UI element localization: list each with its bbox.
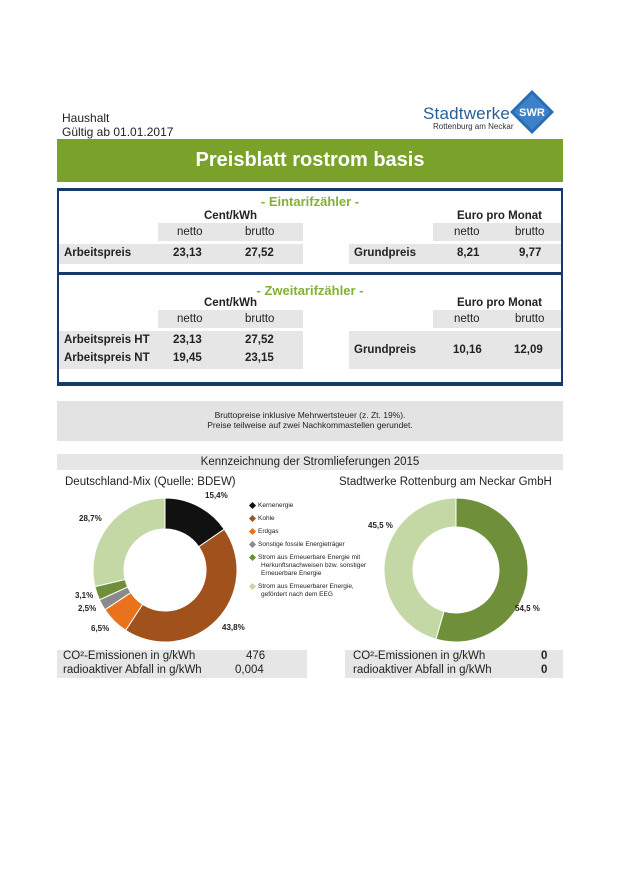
note-line-2: Preise teilweise auf zwei Nachkommastell… bbox=[207, 420, 413, 430]
row-bg bbox=[349, 331, 561, 369]
header-cell bbox=[433, 310, 561, 328]
row-bg bbox=[59, 244, 303, 264]
col-netto: netto bbox=[454, 226, 480, 238]
co2-label-left: CO²-Emissionen in g/kWh bbox=[63, 650, 196, 662]
divider bbox=[57, 188, 563, 191]
arbeitspreis-nt-label: Arbeitspreis NT bbox=[64, 352, 150, 364]
pct-label-eeg: 45,5 % bbox=[368, 521, 393, 530]
price-note: Bruttopreise inklusive Mehrwertsteuer (z… bbox=[57, 401, 563, 441]
pct-label-ee-herkunft: 3,1% bbox=[75, 591, 94, 600]
legend-swatch bbox=[248, 540, 257, 548]
zweitarif-section: - Zweitarifzähler - Cent/kWh Euro pro Mo… bbox=[57, 275, 563, 382]
unit-euro-monat: Euro pro Monat bbox=[457, 297, 542, 309]
legend-label: Kernenergie bbox=[258, 502, 294, 509]
legend-swatch bbox=[248, 553, 257, 561]
note-line-1: Bruttopreise inklusive Mehrwertsteuer (z… bbox=[214, 410, 406, 420]
legend-item: Kohle bbox=[248, 514, 370, 523]
waste-label-left: radioaktiver Abfall in g/kWh bbox=[63, 664, 202, 676]
grundpreis-brutto: 9,77 bbox=[519, 247, 542, 259]
donut-chart-right bbox=[383, 497, 529, 643]
donut-slice-1 bbox=[383, 497, 457, 640]
unit-cent-kwh: Cent/kWh bbox=[204, 297, 258, 309]
divider bbox=[57, 272, 563, 275]
chart-title-left: Deutschland-Mix (Quelle: BDEW) bbox=[65, 476, 236, 488]
arbeitspreis-brutto: 27,52 bbox=[245, 247, 274, 259]
valid-from-label: Gültig ab 01.01.2017 bbox=[62, 125, 174, 139]
legend-item: Erdgas bbox=[248, 527, 370, 536]
row-bg bbox=[349, 244, 561, 264]
arbeitspreis-ht-brutto: 27,52 bbox=[245, 334, 274, 346]
co2-value-right: 0 bbox=[541, 650, 548, 662]
emissions-left-bg bbox=[57, 650, 307, 678]
chart-title-right: Stadtwerke Rottenburg am Neckar GmbH bbox=[339, 476, 552, 488]
legend-item: Strom aus Erneuerbarer Energie, geförder… bbox=[248, 582, 370, 599]
section-title-zweitarif: - Zweitarifzähler - bbox=[256, 283, 364, 298]
legend-label: Erdgas bbox=[258, 528, 279, 535]
col-netto: netto bbox=[177, 313, 203, 325]
legend-item: Sonstige fossile Energieträger bbox=[248, 540, 370, 549]
unit-euro-monat: Euro pro Monat bbox=[457, 210, 542, 222]
donut-slice-1 bbox=[124, 528, 238, 643]
customer-type: Haushalt Gültig ab 01.01.2017 bbox=[62, 111, 173, 139]
donut-slice-5 bbox=[92, 497, 166, 588]
eintarif-section: - Eintarifzähler - Cent/kWh Euro pro Mon… bbox=[57, 191, 563, 272]
emissions-right-bg bbox=[345, 650, 563, 678]
logo-name: Stadtwerke bbox=[423, 104, 511, 123]
header-cell bbox=[158, 310, 303, 328]
grundpreis-label: Grundpreis bbox=[354, 247, 416, 259]
waste-value-right: 0 bbox=[541, 664, 548, 676]
col-brutto: brutto bbox=[245, 313, 275, 325]
legend-label: Kohle bbox=[258, 515, 275, 522]
legend-swatch bbox=[248, 514, 257, 522]
legend-swatch bbox=[248, 582, 257, 590]
grundpreis-netto: 8,21 bbox=[457, 247, 480, 259]
divider bbox=[57, 382, 563, 386]
swr-logo-icon: SWR bbox=[510, 90, 554, 134]
unit-cent-kwh: Cent/kWh bbox=[204, 210, 258, 222]
legend-swatch bbox=[248, 501, 257, 509]
waste-label-right: radioaktiver Abfall in g/kWh bbox=[353, 664, 492, 676]
col-brutto: brutto bbox=[515, 226, 545, 238]
pct-label-kernenergie: 15,4% bbox=[205, 491, 228, 500]
pct-label-erdgas: 6,5% bbox=[91, 624, 110, 633]
col-netto: netto bbox=[177, 226, 203, 238]
grundpreis-brutto: 12,09 bbox=[514, 344, 543, 356]
header-cell bbox=[158, 223, 303, 241]
arbeitspreis-ht-netto: 23,13 bbox=[173, 334, 202, 346]
header-cell bbox=[433, 223, 561, 241]
legend-item: Strom aus Erneuerbare Energie mit Herkun… bbox=[248, 553, 370, 578]
legend-swatch bbox=[248, 527, 257, 535]
pct-label-eeg: 28,7% bbox=[79, 514, 102, 523]
legend-label: Strom aus Erneuerbarer Energie, geförder… bbox=[258, 583, 354, 598]
arbeitspreis-label: Arbeitspreis bbox=[64, 247, 132, 259]
legend-item: Kernenergie bbox=[248, 501, 370, 510]
col-brutto: brutto bbox=[245, 226, 275, 238]
co2-label-right: CO²-Emissionen in g/kWh bbox=[353, 650, 486, 662]
logo-subtitle: Rottenburg am Neckar bbox=[433, 122, 514, 131]
pct-label-kohle: 43,8% bbox=[222, 623, 245, 632]
co2-value-left: 476 bbox=[246, 650, 266, 662]
col-brutto: brutto bbox=[515, 313, 545, 325]
logo-mark: SWR bbox=[519, 107, 545, 119]
row-bg bbox=[59, 331, 303, 369]
pct-label-ee-herkunft: 54,5 % bbox=[515, 604, 540, 613]
customer-type-label: Haushalt bbox=[62, 111, 110, 125]
donut-slice-0 bbox=[435, 497, 529, 643]
arbeitspreis-nt-brutto: 23,15 bbox=[245, 352, 274, 364]
waste-value-left: 0,004 bbox=[235, 664, 264, 676]
pct-label-sonstige-fossile: 2,5% bbox=[78, 604, 97, 613]
kennzeichnung-title: Kennzeichnung der Stromlieferungen 2015 bbox=[57, 454, 563, 470]
arbeitspreis-ht-label: Arbeitspreis HT bbox=[64, 334, 150, 346]
grundpreis-netto: 10,16 bbox=[453, 344, 482, 356]
col-netto: netto bbox=[454, 313, 480, 325]
chart-legend: Kernenergie Kohle Erdgas Sonstige fossil… bbox=[248, 501, 370, 599]
donut-chart-left bbox=[92, 497, 238, 643]
grundpreis-label: Grundpreis bbox=[354, 344, 416, 356]
arbeitspreis-netto: 23,13 bbox=[173, 247, 202, 259]
legend-label: Sonstige fossile Energieträger bbox=[258, 541, 345, 548]
arbeitspreis-nt-netto: 19,45 bbox=[173, 352, 202, 364]
section-title-eintarif: - Eintarifzähler - bbox=[260, 194, 360, 209]
legend-label: Strom aus Erneuerbare Energie mit Herkun… bbox=[258, 554, 367, 577]
page-title: Preisblatt rostrom basis bbox=[57, 139, 563, 182]
